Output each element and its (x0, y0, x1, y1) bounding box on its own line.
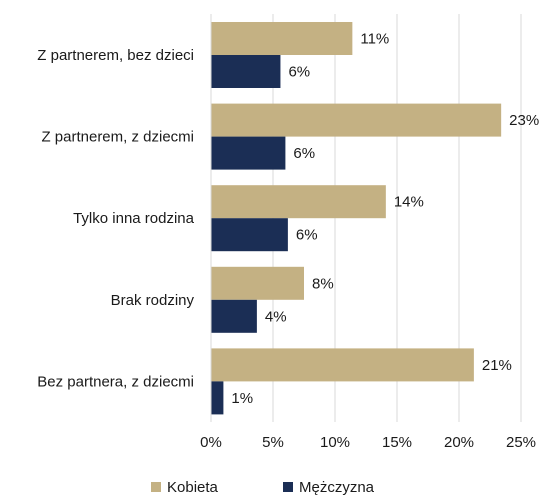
data-label: 6% (288, 64, 310, 81)
bar-kobieta (211, 103, 502, 137)
x-tick-label: 10% (320, 434, 350, 451)
data-label: 4% (265, 308, 287, 325)
x-tick-label: 5% (262, 434, 284, 451)
data-label: 6% (293, 145, 315, 162)
bars (211, 22, 502, 415)
data-label: 1% (231, 390, 253, 407)
data-label: 11% (360, 31, 389, 48)
x-axis-tick-labels: 0% 5% 10% 15% 20% 25% (200, 434, 536, 451)
bar-kobieta (211, 266, 304, 300)
legend-label: Kobieta (167, 479, 219, 496)
legend-label: Mężczyzna (299, 479, 375, 496)
data-label: 14% (394, 194, 424, 211)
x-tick-label: 15% (382, 434, 412, 451)
data-label: 23% (509, 112, 539, 129)
category-labels: Z partnerem, bez dzieci Z partnerem, z dz… (37, 47, 194, 390)
legend-swatch (151, 482, 161, 492)
data-labels: 11% 6% 23% 6% 14% 6% 8% 4% 21% 1% (231, 31, 539, 407)
bar-mezczyzna (211, 381, 224, 415)
bar-mezczyzna (211, 136, 286, 170)
bar-kobieta (211, 22, 353, 55)
category-label: Z partnerem, z dziecmi (41, 129, 194, 146)
data-label: 8% (312, 275, 334, 292)
category-label: Z partnerem, bez dzieci (37, 47, 194, 64)
x-tick-label: 25% (506, 434, 536, 451)
legend-swatch (283, 482, 293, 492)
bar-mezczyzna (211, 55, 281, 88)
category-label: Bez partnera, z dziecmi (37, 373, 194, 390)
bar-mezczyzna (211, 299, 257, 333)
category-label: Tylko inna rodzina (73, 210, 195, 227)
legend: Kobieta Mężczyzna (151, 479, 375, 496)
bar-kobieta (211, 348, 474, 382)
data-label: 6% (296, 227, 318, 244)
x-tick-label: 0% (200, 434, 222, 451)
bar-kobieta (211, 185, 386, 219)
category-label: Brak rodziny (111, 292, 195, 309)
bar-mezczyzna (211, 218, 288, 252)
data-label: 21% (482, 357, 512, 374)
x-tick-label: 20% (444, 434, 474, 451)
